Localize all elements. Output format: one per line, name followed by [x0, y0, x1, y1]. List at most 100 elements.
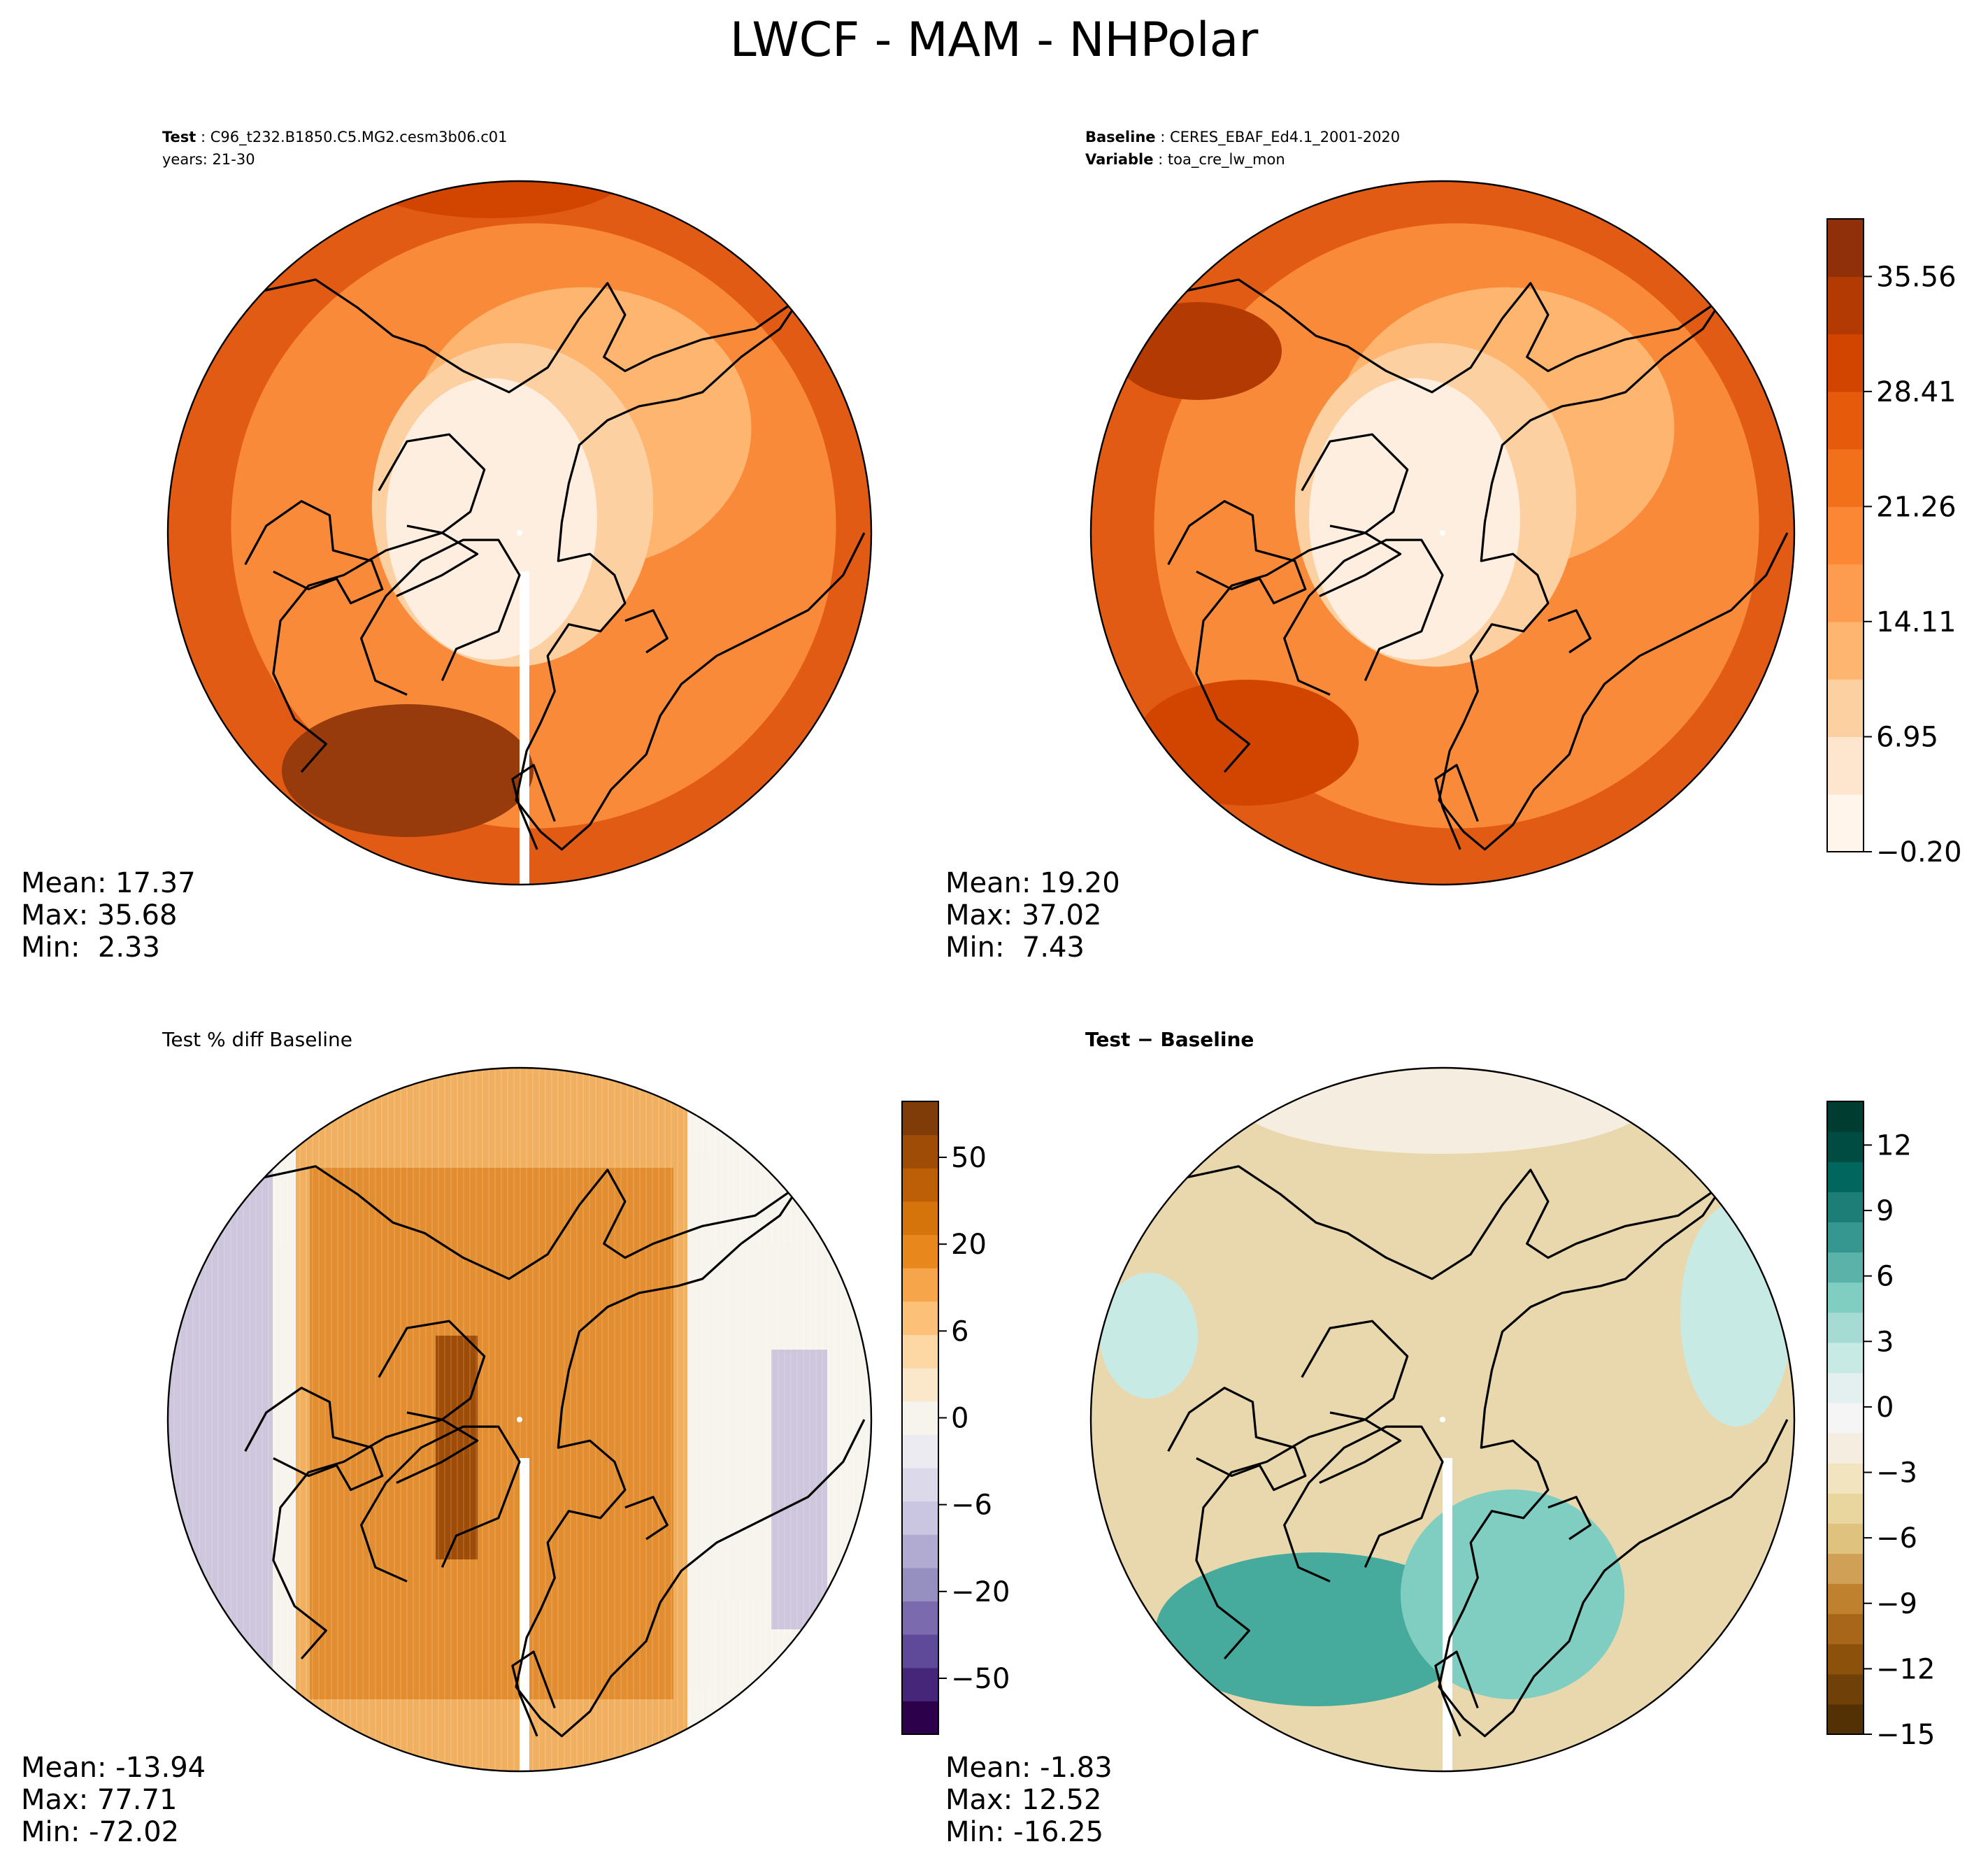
diff-colorbar-tick-label: 12: [1876, 1129, 1912, 1162]
diff-colorbar-segment: [1827, 1463, 1864, 1494]
field-colorbar-segment: [1827, 506, 1864, 565]
baseline-map-border: [1089, 180, 1796, 886]
pctdiff-colorbar-segment: [902, 1634, 938, 1669]
pctdiff-fill-low-right: [771, 1350, 827, 1629]
test-case-name: C96_t232.B1850.C5.MG2.cesm3b06.c01: [210, 129, 508, 145]
diff-colorbar-segment: [1827, 1433, 1864, 1464]
pctdiff-colorbar-segment: [902, 1101, 938, 1136]
diff-colorbar-segment: [1827, 1162, 1864, 1192]
diff-coastline: [1434, 1650, 1479, 1737]
pctdiff-coastline: [511, 1650, 556, 1737]
pctdiff-coastline: [360, 1425, 521, 1582]
baseline-coastline: [1195, 531, 1402, 773]
field-colorbar-segment: [1827, 391, 1864, 450]
pctdiff-max: Max: 77.71: [21, 1784, 178, 1816]
pctdiff-colorbar-segment: [902, 1234, 938, 1269]
field-colorbar-tick-label: 6.95: [1876, 722, 1938, 754]
pctdiff-colorbar-segment: [902, 1534, 938, 1569]
diff-colorbar-segment: [1827, 1312, 1864, 1343]
pctdiff-colorbar-segment: [902, 1567, 938, 1602]
baseline-pole-dot: [1440, 530, 1445, 536]
diff-colorbar-segment: [1827, 1342, 1864, 1373]
baseline-coastline: [1547, 609, 1592, 654]
diff-colorbar-segment: [1827, 1643, 1864, 1675]
pctdiff-fill-max: [436, 1336, 478, 1559]
field-colorbar-segment: [1827, 219, 1864, 277]
pctdiff-colorbar-tick-label: −50: [951, 1663, 1010, 1695]
pctdiff-colorbar-tick-label: 20: [951, 1229, 987, 1261]
field-colorbar-tick-label: −0.20: [1876, 836, 1962, 869]
baseline-map-field: [1091, 181, 1794, 885]
diff-colorbar-segment: [1827, 1101, 1864, 1132]
baseline-coastline: [1167, 500, 1307, 605]
variable-name: toa_cre_lw_mon: [1167, 151, 1285, 168]
pctdiff-colorbar-tick-label: −20: [951, 1576, 1010, 1608]
field-colorbar-segment: [1827, 621, 1864, 680]
baseline-fill-pole: [1309, 378, 1520, 660]
field-colorbar-segment: [1827, 449, 1864, 507]
diff-fill-teal-light: [1401, 1489, 1624, 1699]
diff-colorbar-tick-label: −15: [1876, 1719, 1935, 1751]
diff-fill-teal: [1156, 1552, 1478, 1706]
baseline-label-line-1: Baseline : CERES_EBAF_Ed4.1_2001-2020: [1085, 129, 1401, 145]
field-colorbar-frame: [1826, 218, 1864, 852]
pctdiff-colorbar-segment: [902, 1601, 938, 1635]
diff-colorbar-segment: [1827, 1192, 1864, 1222]
diff-coastline: [1195, 1418, 1402, 1660]
diff-coastline: [1283, 1425, 1444, 1582]
diff-colorbar-tick-label: 9: [1876, 1195, 1894, 1227]
pctdiff-colorbar-tick-label: 0: [951, 1403, 968, 1435]
pctdiff-colorbar-segment: [902, 1268, 938, 1302]
test-label-line-1: Test : C96_t232.B1850.C5.MG2.cesm3b06.c0…: [162, 129, 508, 145]
field-colorbar-tick-label: 35.56: [1876, 261, 1957, 293]
pctdiff-colorbar-segment: [902, 1201, 938, 1236]
baseline-case-name: CERES_EBAF_Ed4.1_2001-2020: [1169, 129, 1401, 145]
test-min: Min: 2.33: [21, 931, 160, 964]
diff-colorbar-segment: [1827, 1673, 1864, 1705]
pctdiff-colorbar-tick-label: 6: [951, 1315, 968, 1348]
test-coastline: [272, 531, 479, 773]
test-coastline: [192, 278, 866, 851]
field-colorbar-tick-label: 28.41: [1876, 376, 1957, 408]
diff-max: Max: 12.52: [945, 1784, 1102, 1816]
field-colorbar-tick-label: 14.11: [1876, 606, 1957, 638]
diff-colorbar-segment: [1827, 1131, 1864, 1162]
diff-fill-east: [1680, 1203, 1792, 1427]
pctdiff-colorbar-segment: [902, 1701, 938, 1735]
pctdiff-coastline: [244, 1387, 384, 1492]
diff-colorbar-segment: [1827, 1222, 1864, 1253]
test-map-border: [166, 180, 873, 886]
diff-colorbar-frame: [1826, 1101, 1864, 1735]
diff-fill-top: [1233, 1068, 1652, 1154]
pctdiff-coastline: [378, 1320, 486, 1421]
field-colorbar-segment: [1827, 736, 1864, 795]
baseline-mean: Mean: 19.20: [945, 867, 1120, 899]
pctdiff-colorbar-segment: [902, 1401, 938, 1435]
test-coastline: [511, 764, 556, 850]
pctdiff-map: [166, 1066, 873, 1773]
field-colorbar: 35.56 28.41 21.26 14.11 6.95 −0.20: [1826, 218, 1962, 869]
test-pole-dot: [517, 530, 522, 536]
baseline-fill-max: [1114, 302, 1282, 400]
diff-coastline: [1167, 1387, 1307, 1492]
field-colorbar-segment: [1827, 794, 1864, 852]
diff-coastline: [1301, 1320, 1409, 1421]
baseline-map: [1089, 180, 1796, 886]
diff-stats: Mean: -1.83 Max: 12.52 Min: -16.25: [945, 1752, 1113, 1848]
pctdiff-fill-low-left: [168, 1068, 273, 1771]
diff-colorbar-tick-label: −12: [1876, 1653, 1935, 1685]
baseline-coastline: [1283, 538, 1444, 696]
baseline-label-key: Baseline: [1085, 129, 1156, 145]
pctdiff-colorbar-tick-label: −6: [951, 1489, 992, 1522]
diff-colorbar-segment: [1827, 1372, 1864, 1403]
diff-colorbar-segment: [1827, 1252, 1864, 1283]
diff-coastline: [1547, 1496, 1592, 1541]
test-max: Max: 35.68: [21, 899, 178, 931]
diff-colorbar-tick-label: −3: [1876, 1457, 1917, 1489]
test-fill-pacific: [352, 181, 631, 218]
diff-colorbar: 12 9 6 3 0 −3 −6 −9 −12 −15: [1826, 1101, 1935, 1751]
test-fill-max: [282, 704, 534, 837]
diff-colorbar-tick-label: 3: [1876, 1326, 1894, 1358]
baseline-label-line-2: Variable : toa_cre_lw_mon: [1085, 151, 1285, 168]
